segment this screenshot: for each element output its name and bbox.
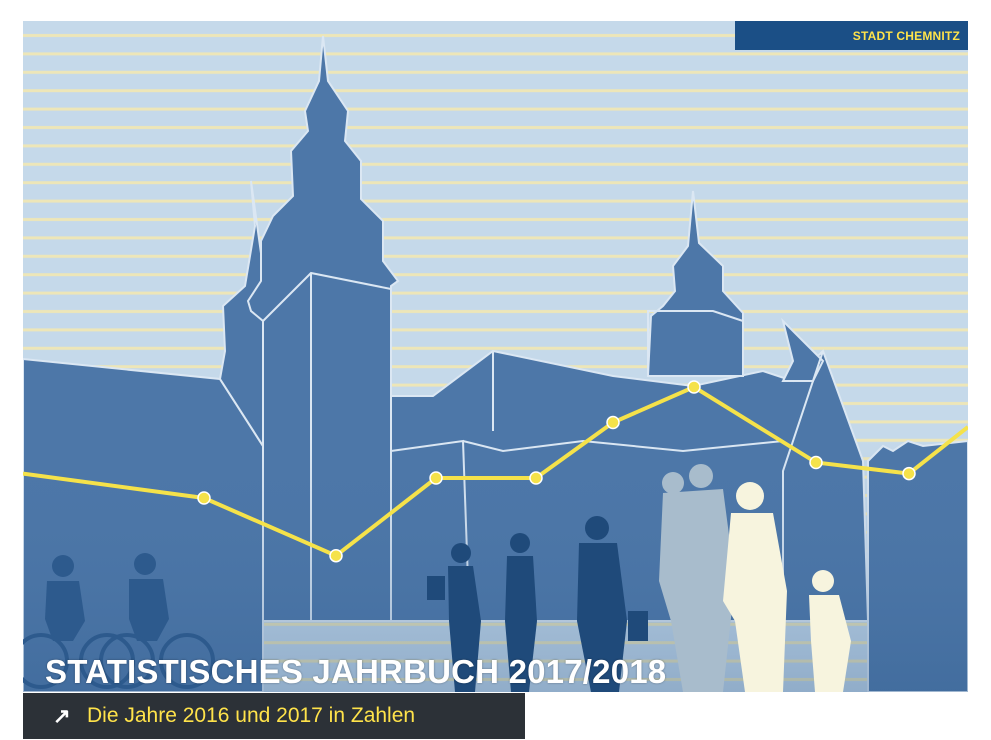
ground-shade: [23, 441, 968, 692]
trend-point: [902, 466, 916, 481]
page-title: STATISTISCHES JAHRBUCH 2017/2018: [45, 653, 667, 690]
trend-point: [687, 380, 701, 394]
publisher-badge: STADT CHEMNITZ: [735, 21, 968, 50]
cyclists-silhouette: [23, 553, 215, 689]
subtitle: Die Jahre 2016 und 2017 in Zahlen: [87, 704, 416, 727]
trend-point: [809, 455, 823, 470]
cover-illustration: [23, 21, 968, 692]
pedestrians-silhouette: [427, 516, 648, 692]
trend-point: [429, 471, 443, 485]
trend-point: [606, 415, 620, 430]
trend-point: [197, 491, 211, 505]
trend-line: [23, 380, 968, 563]
family-silhouette: [659, 464, 851, 692]
trend-point: [329, 548, 343, 563]
trend-point: [529, 471, 543, 485]
subtitle-bar: ↗ Die Jahre 2016 und 2017 in Zahlen: [23, 693, 525, 739]
arrow-up-right-icon: ↗: [53, 704, 71, 728]
